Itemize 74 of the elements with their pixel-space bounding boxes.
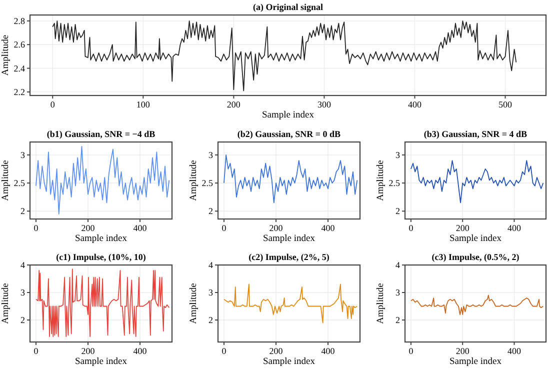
y-axis-title: Amplitude (1, 34, 11, 76)
y-tick-label: 3 (208, 288, 214, 298)
x-tick-label: 400 (408, 100, 422, 110)
line-series (52, 20, 517, 92)
line-series (224, 284, 358, 324)
chart-title: (b3) Gaussian, SNR = 4 dB (424, 129, 528, 139)
y-tick-label: 2 (20, 206, 25, 216)
chart-title: (a) Original signal (252, 2, 324, 12)
x-tick-label: 0 (34, 223, 39, 233)
y-tick-label: 2.5 (202, 178, 214, 188)
y-tick-label: 2 (396, 315, 400, 325)
x-tick-label: 400 (507, 346, 522, 356)
y-tick-label: 3 (396, 288, 400, 298)
y-tick-label: 2 (208, 315, 213, 325)
y-tick-label: 2 (208, 206, 213, 216)
x-tick-label: 0 (222, 223, 227, 233)
y-tick-label: 3 (20, 150, 26, 160)
y-axis-title: Amplitude (1, 160, 11, 201)
y-tick-label: 3 (20, 288, 26, 298)
chart-title: (b2) Gaussian, SNR = 0 dB (237, 129, 341, 139)
line-series (224, 154, 358, 204)
x-axis-title: Sample index (263, 357, 316, 367)
line-series (36, 146, 170, 214)
x-tick-label: 200 (269, 223, 284, 233)
y-tick-label: 2.2 (14, 86, 25, 97)
x-tick-label: 200 (269, 346, 284, 356)
y-tick-label: 3 (208, 150, 214, 160)
x-axis-title: Sample index (262, 110, 314, 120)
x-tick-label: 200 (456, 223, 470, 233)
x-tick-label: 200 (226, 100, 241, 110)
x-tick-label: 0 (50, 100, 56, 110)
x-tick-label: 0 (408, 223, 414, 233)
x-tick-label: 0 (222, 346, 227, 356)
chart-title: (c2) Impulse, (2%, 5) (248, 252, 330, 262)
x-tick-label: 400 (507, 223, 522, 233)
chart-title: (b1) Gaussian, SNR = −4 dB (46, 129, 156, 139)
x-axis-title: Sample index (450, 357, 502, 367)
y-axis-title: Amplitude (376, 283, 386, 324)
x-tick-label: 0 (34, 346, 39, 356)
x-tick-label: 0 (408, 346, 414, 356)
line-series (410, 160, 544, 204)
x-tick-label: 100 (136, 100, 150, 110)
line-series (36, 268, 170, 337)
x-tick-label: 400 (321, 346, 336, 356)
y-tick-label: 2.6 (14, 40, 26, 50)
x-tick-label: 400 (321, 223, 336, 233)
y-tick-label: 4 (20, 260, 26, 270)
y-tick-label: 2.8 (14, 16, 26, 26)
chart-title: (c1) Impulse, (10%, 10) (56, 252, 146, 262)
x-tick-label: 200 (81, 223, 96, 233)
x-tick-label: 300 (317, 100, 332, 110)
y-tick-label: 3 (396, 150, 400, 160)
y-axis-title: Amplitude (189, 283, 199, 324)
y-tick-label: 2.5 (14, 178, 26, 188)
x-tick-label: 500 (498, 100, 513, 110)
chart-title: (c3) Impulse, (0.5%, 2) (432, 252, 520, 262)
y-tick-label: 2 (20, 315, 25, 325)
x-tick-label: 400 (133, 223, 148, 233)
y-tick-label: 2.4 (14, 63, 26, 74)
y-axis-title: Amplitude (376, 160, 386, 201)
x-axis-title: Sample index (75, 234, 128, 244)
x-axis-title: Sample index (75, 357, 128, 367)
x-axis-title: Sample index (263, 234, 316, 244)
y-axis-title: Amplitude (189, 160, 199, 201)
line-series (410, 294, 544, 315)
x-tick-label: 200 (81, 346, 96, 356)
y-tick-label: 2.5 (388, 178, 400, 188)
x-tick-label: 200 (456, 346, 470, 356)
y-tick-label: 4 (396, 260, 400, 270)
y-axis-title: Amplitude (1, 283, 11, 324)
y-tick-label: 2 (396, 206, 400, 216)
x-tick-label: 400 (133, 346, 148, 356)
y-tick-label: 4 (208, 260, 214, 270)
x-axis-title: Sample index (450, 234, 502, 244)
